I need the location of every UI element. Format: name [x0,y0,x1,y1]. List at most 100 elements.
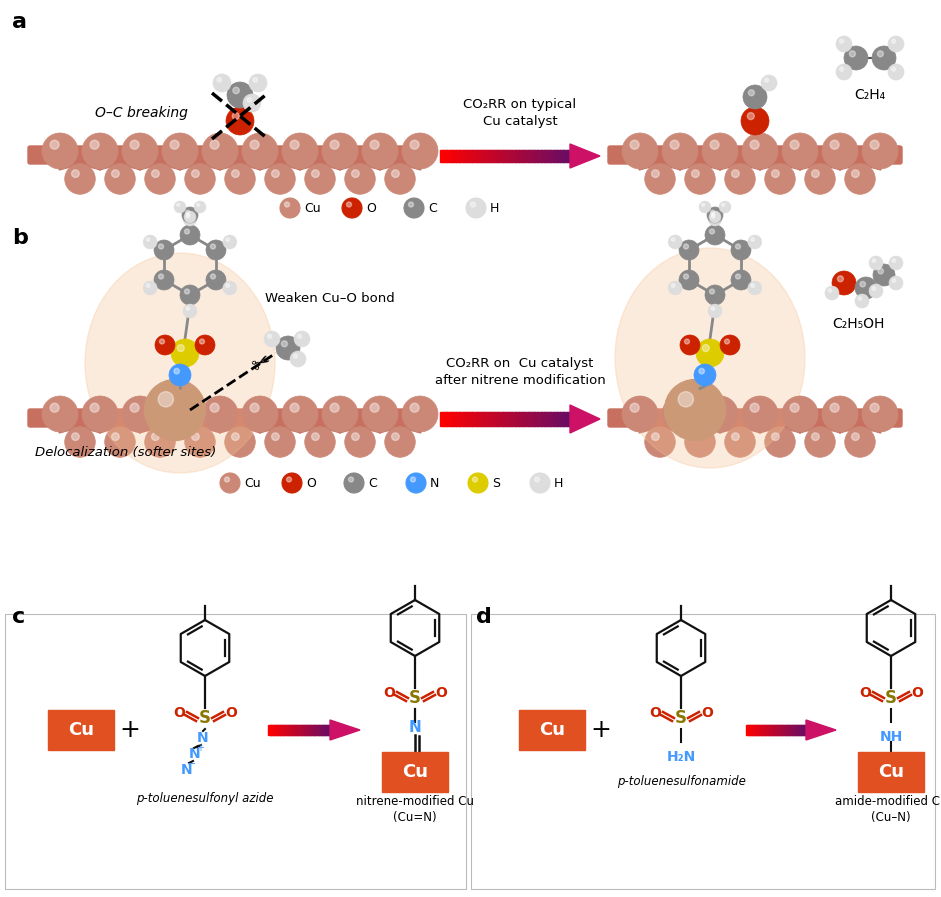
Circle shape [410,403,419,413]
Circle shape [194,201,206,213]
Circle shape [223,281,237,295]
Circle shape [243,94,261,112]
Circle shape [765,427,795,457]
Circle shape [122,133,158,169]
Bar [544,150,549,162]
Bar [479,412,484,426]
Bar [476,150,480,162]
Circle shape [242,396,278,432]
Bar [313,725,315,735]
Circle shape [707,207,723,223]
Bar [534,150,538,162]
Bar [482,150,486,162]
FancyBboxPatch shape [519,710,585,750]
Circle shape [250,140,259,149]
Circle shape [195,335,215,355]
Bar [268,725,271,735]
Circle shape [873,264,895,286]
Circle shape [878,268,884,274]
Circle shape [177,204,180,206]
Circle shape [267,335,272,338]
Bar [789,725,792,735]
Circle shape [211,274,215,279]
Bar [321,725,324,735]
Circle shape [711,214,714,218]
Circle shape [344,427,375,457]
Bar [776,725,778,735]
Circle shape [751,238,755,241]
Bar [314,725,317,735]
Bar [773,725,775,735]
Circle shape [145,163,175,195]
Bar [472,150,477,162]
Bar [752,725,755,735]
Bar [548,412,551,426]
FancyBboxPatch shape [858,752,924,792]
Circle shape [146,238,150,241]
Circle shape [282,133,318,169]
Circle shape [297,335,302,338]
Text: Cu: Cu [402,763,428,781]
Circle shape [630,403,639,413]
Circle shape [748,90,755,96]
Circle shape [850,51,855,57]
Bar [273,725,275,735]
Circle shape [391,170,399,178]
Circle shape [811,433,820,440]
Circle shape [65,163,95,195]
Circle shape [311,433,319,440]
Bar [749,725,752,735]
Circle shape [870,403,879,413]
Circle shape [830,140,839,149]
Bar [287,725,289,735]
Circle shape [708,304,722,318]
Bar [456,150,460,162]
Circle shape [852,170,859,178]
Text: N: N [408,720,422,736]
Circle shape [170,403,179,413]
Bar [299,725,301,735]
Circle shape [709,211,721,223]
Circle shape [822,396,858,432]
Text: H: H [554,476,564,490]
Circle shape [671,238,675,241]
Circle shape [231,433,239,440]
Circle shape [294,331,310,347]
Bar [502,150,506,162]
Circle shape [869,284,883,298]
Circle shape [877,51,884,57]
Circle shape [836,36,852,52]
Circle shape [122,396,158,432]
Circle shape [811,170,820,178]
Bar [764,725,767,735]
Text: O: O [435,686,447,700]
Circle shape [226,238,230,241]
Circle shape [710,210,714,214]
Circle shape [154,240,174,260]
Circle shape [852,433,859,440]
Bar [770,725,773,735]
Bar [276,725,279,735]
Bar [486,412,489,426]
Circle shape [330,140,339,149]
Circle shape [670,403,679,413]
Circle shape [664,379,726,440]
Bar [495,150,500,162]
Circle shape [72,433,79,440]
Circle shape [206,240,226,260]
Bar [521,412,525,426]
Circle shape [250,403,259,413]
Bar [492,412,496,426]
Text: b: b [12,228,28,248]
Circle shape [832,271,856,295]
Text: H₂N: H₂N [666,750,695,764]
Bar [777,725,780,735]
Bar [557,412,561,426]
Circle shape [822,133,858,169]
Circle shape [685,427,715,457]
Circle shape [282,473,302,493]
Bar [279,725,281,735]
Circle shape [225,163,255,195]
Bar [544,412,549,426]
Circle shape [892,39,896,43]
